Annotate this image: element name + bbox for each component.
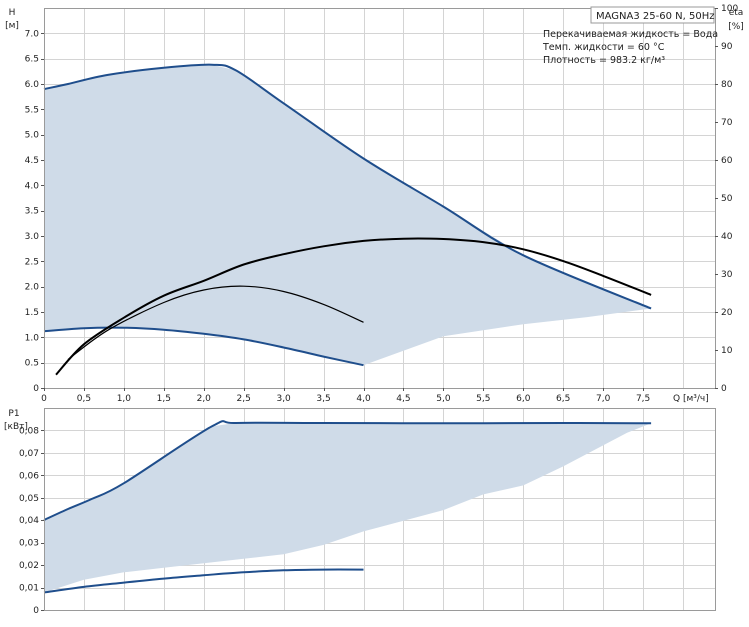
y-tick-label: 0.5 (25, 359, 39, 369)
y-tick-label: 1.0 (25, 333, 40, 343)
x-tick-label: 7,0 (596, 394, 611, 404)
x-axis-label: Q [м³/ч] (673, 394, 709, 404)
y2-tick-label: 50 (721, 194, 733, 204)
curve-min-power (43, 568, 364, 594)
y-tick-label: 0 (33, 606, 39, 616)
y-tick-label: 6.0 (25, 80, 40, 90)
plot-frame (44, 408, 716, 611)
curve-max-efficiency (55, 237, 652, 376)
curve-min-head (43, 326, 364, 367)
y2-tick-label: 40 (721, 232, 733, 242)
info-line-fluid: Перекачиваемая жидкость = Вода (543, 29, 718, 40)
x-tick-label: 2,5 (237, 394, 251, 404)
y-axis-label: H (9, 8, 16, 18)
y-tick-label: 4.0 (25, 181, 40, 191)
x-tick-label: 6,0 (516, 394, 531, 404)
y-tick-label: 0,06 (19, 471, 39, 481)
y-tick-label: 0,01 (19, 584, 39, 594)
y2-tick-label: 20 (721, 308, 733, 318)
y-tick-label: 0,04 (19, 516, 39, 526)
labels-layer: 0 0.5 1.0 1.5 2.0 2.5 3.0 3.5 4.0 4.5 5.0 5.5 6.0 6.5… (4, 4, 744, 616)
y-tick-label: 1.5 (25, 308, 39, 318)
operating-area-fill (44, 423, 652, 593)
x-tick-label: 1,5 (157, 394, 171, 404)
x-tick-label: 4,5 (396, 394, 410, 404)
y-axis-unit: [кВт] (4, 422, 28, 432)
y-axis-unit: [м] (5, 21, 19, 31)
operating-area-layer (44, 64, 652, 593)
curve-max-power (43, 420, 652, 521)
operating-area-fill (44, 64, 652, 366)
info-line-density: Плотность = 983.2 кг/м³ (543, 55, 665, 66)
y2-tick-label: 10 (721, 346, 733, 356)
y-tick-label: 5.5 (25, 105, 39, 115)
y2-axis-label: eta (729, 8, 744, 18)
x-tick-label: 3,5 (316, 394, 330, 404)
y-tick-label: 2.0 (25, 283, 40, 293)
x-tick-label: 1,0 (117, 394, 132, 404)
y-tick-label: 4.5 (25, 156, 39, 166)
x-tick-label: 5,0 (436, 394, 451, 404)
y-tick-label: 0,02 (19, 561, 39, 571)
x-tick-label: 2,0 (197, 394, 212, 404)
x-tick-label: 3,0 (276, 394, 291, 404)
curves-layer (43, 63, 652, 594)
y2-tick-label: 100 (721, 4, 738, 14)
x-tick-label: 7,5 (636, 394, 650, 404)
info-line-temperature: Темп. жидкости = 60 °C (542, 42, 665, 53)
y2-tick-label: 0 (721, 384, 727, 394)
frame-layer (41, 8, 718, 611)
x-tick-label: 5,5 (476, 394, 490, 404)
y-tick-label: 0,08 (19, 426, 39, 436)
y-tick-label: 6.5 (25, 55, 39, 65)
y-tick-label: 0,03 (19, 539, 39, 549)
y2-tick-label: 60 (721, 156, 733, 166)
info-title: MAGNA3 25-60 N, 50Hz (596, 11, 714, 22)
y-tick-label: 0 (33, 384, 39, 394)
y-tick-label: 2.5 (25, 257, 39, 267)
y-tick-label: 5.0 (25, 131, 40, 141)
y2-tick-label: 70 (721, 118, 733, 128)
x-tick-label: 0 (41, 394, 47, 404)
y2-tick-label: 80 (721, 80, 733, 90)
y-tick-label: 7.0 (25, 29, 40, 39)
y-tick-label: 3.5 (25, 207, 39, 217)
y2-tick-label: 90 (721, 42, 733, 52)
y-axis-label: P1 (8, 409, 19, 419)
y-tick-label: 3.0 (25, 232, 40, 242)
y2-axis-unit: [%] (728, 22, 744, 32)
x-tick-label: 4,0 (356, 394, 371, 404)
info-box: MAGNA3 25-60 N, 50Hz Перекачиваемая жидк… (542, 6, 718, 66)
x-tick-label: 6,5 (556, 394, 570, 404)
curve-max-head (43, 63, 652, 310)
y-tick-label: 0,07 (19, 449, 39, 459)
y-tick-label: 0,05 (19, 494, 39, 504)
x-tick-label: 0,5 (77, 394, 91, 404)
curve-min-efficiency (67, 285, 364, 360)
y2-tick-label: 30 (721, 270, 733, 280)
